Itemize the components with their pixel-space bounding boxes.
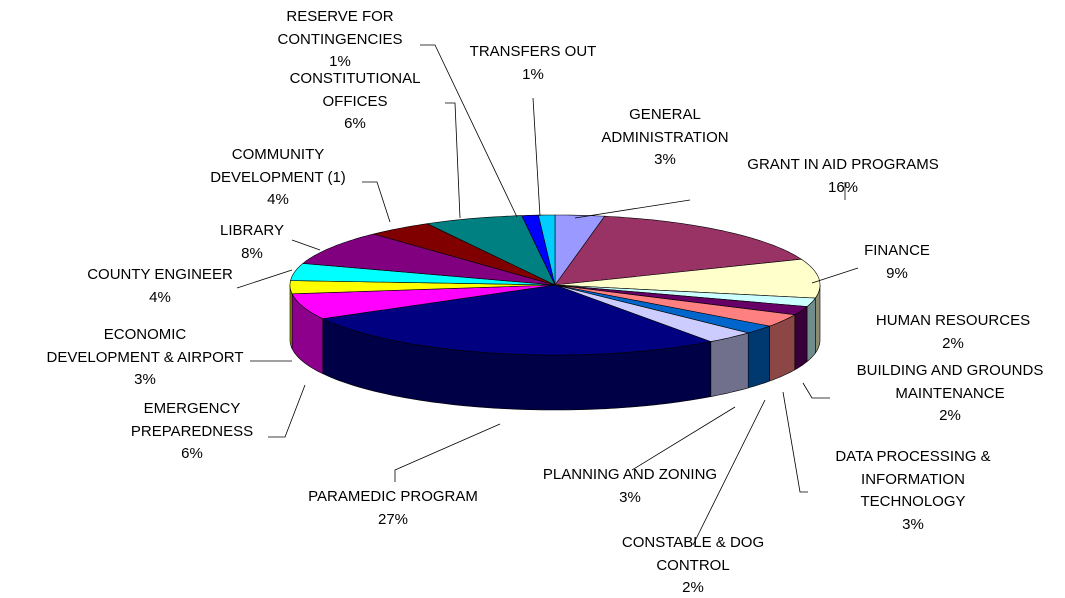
slice-label: LIBRARY 8% <box>102 220 402 265</box>
category-label: RESERVE FOR CONTINGENCIES <box>277 8 403 48</box>
category-label: TRANSFERS OUT <box>469 43 597 60</box>
slice-label: GENERAL ADMINISTRATION 3% <box>515 104 815 172</box>
slice-label: TRANSFERS OUT 1% <box>383 41 683 86</box>
value-label: 3% <box>902 515 924 533</box>
value-label: 3% <box>619 488 641 506</box>
slice-label: HUMAN RESOURCES 2% <box>803 310 1065 355</box>
value-label: 6% <box>344 115 366 132</box>
slice <box>372 223 556 286</box>
value-label: 3% <box>654 151 676 168</box>
leader-line <box>268 384 306 438</box>
category-label: EMERGENCY PREPAREDNESS <box>130 400 254 440</box>
category-label: GENERAL ADMINISTRATION <box>601 106 729 146</box>
category-label: HUMAN RESOURCES <box>875 312 1031 329</box>
slice-label: CONSTABLE & DOG CONTROL 2% <box>543 532 843 598</box>
slice <box>291 284 556 320</box>
slice <box>554 215 803 286</box>
leader-line <box>782 391 808 493</box>
category-label: PLANNING AND ZONING <box>542 466 718 483</box>
value-label: 9% <box>886 264 908 282</box>
value-label: 6% <box>181 445 203 462</box>
leader-line <box>532 97 541 217</box>
category-label: FINANCE <box>864 242 930 259</box>
slice <box>321 284 712 356</box>
leader-line <box>362 181 391 223</box>
slice <box>554 284 796 327</box>
slice-label: CONSTITUTIONAL OFFICES 6% <box>205 68 505 136</box>
leader-line <box>445 102 461 219</box>
slice-label: PARAMEDIC PROGRAM 27% <box>243 486 543 531</box>
category-label: LIBRARY <box>220 222 284 239</box>
slice <box>426 215 556 286</box>
value-label: 27% <box>377 510 409 528</box>
category-label: CONSTITUTIONAL OFFICES <box>289 70 421 110</box>
slice-side <box>710 332 749 397</box>
value-label: 2% <box>939 407 961 424</box>
leader-line <box>802 382 830 399</box>
slice-label: GRANT IN AID PROGRAMS 16% <box>693 154 993 199</box>
leader-line <box>631 406 736 471</box>
slice-label: COUNTY ENGINEER 4% <box>10 264 310 309</box>
category-label: GRANT IN AID PROGRAMS <box>747 156 939 173</box>
value-label: 3% <box>134 371 156 388</box>
slice-label: DATA PROCESSING & INFORMATION TECHNOLOGY… <box>763 446 1063 536</box>
leader-line <box>236 269 293 289</box>
category-label: DATA PROCESSING & INFORMATION TECHNOLOGY <box>835 448 991 510</box>
value-label: 4% <box>149 288 171 306</box>
slice <box>554 284 771 334</box>
category-label: PARAMEDIC PROGRAM <box>308 488 478 505</box>
leader-line <box>420 44 518 218</box>
slice <box>554 258 821 299</box>
category-label: ECONOMIC DEVELOPMENT & AIRPORT <box>46 326 244 366</box>
value-label: 1% <box>522 65 544 83</box>
leader-line <box>291 239 321 251</box>
slice-label: PLANNING AND ZONING 3% <box>480 464 780 509</box>
leader-line <box>692 399 766 546</box>
category-label: BUILDING AND GROUNDS MAINTENANCE <box>856 362 1044 402</box>
slice <box>538 214 556 286</box>
slice-label: COMMUNITY DEVELOPMENT (1) 4% <box>128 144 428 212</box>
category-label: COUNTY ENGINEER <box>87 266 233 283</box>
leader-line <box>394 423 501 482</box>
slice-label: RESERVE FOR CONTINGENCIES 1% <box>190 6 490 74</box>
value-label: 16% <box>827 178 859 196</box>
slice-side <box>747 325 770 389</box>
value-label: 2% <box>942 334 964 352</box>
value-label: 2% <box>682 579 704 596</box>
slice <box>302 233 556 286</box>
leader-line <box>811 267 859 284</box>
category-label: CONSTABLE & DOG CONTROL <box>621 534 765 574</box>
leader-line <box>574 199 691 219</box>
slice-label: EMERGENCY PREPAREDNESS 6% <box>42 398 342 466</box>
slice-label: FINANCE 9% <box>747 240 1047 285</box>
slice-label: BUILDING AND GROUNDS MAINTENANCE 2% <box>800 360 1065 428</box>
category-label: COMMUNITY DEVELOPMENT (1) <box>210 146 346 186</box>
value-label: 8% <box>241 244 263 262</box>
slice <box>554 284 808 316</box>
slice-label: ECONOMIC DEVELOPMENT & AIRPORT 3% <box>0 324 295 392</box>
value-label: 1% <box>329 53 351 70</box>
slice <box>554 284 750 342</box>
value-label: 4% <box>267 191 289 208</box>
